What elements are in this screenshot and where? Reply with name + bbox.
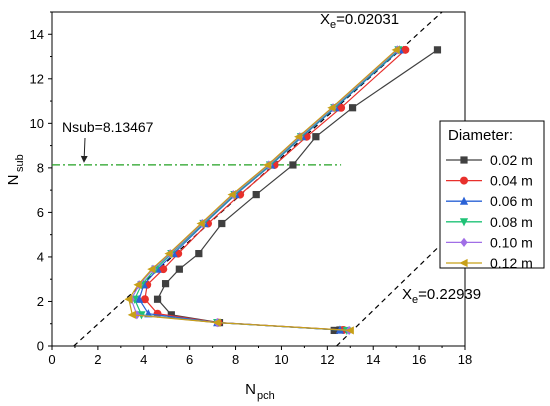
legend-marker: [459, 258, 468, 268]
nsub-arrow: [80, 137, 88, 163]
series-5: [124, 45, 400, 335]
legend-title: Diameter:: [448, 127, 513, 144]
x-tick-label: 16: [412, 352, 426, 367]
data-point: [263, 160, 272, 170]
legend: Diameter: 0.02 m 0.04 m 0.06 m 0.08 m 0.10 m…: [439, 120, 545, 271]
data-point: [133, 280, 142, 289]
y-tick-label: 10: [30, 116, 44, 131]
xe-label-top: Xe=0.02031: [320, 11, 399, 31]
data-point: [140, 295, 149, 304]
series-4: [127, 45, 401, 336]
x-tick-label: 6: [186, 352, 193, 367]
y-axis-title-main: N: [5, 175, 22, 186]
xe-label-bottom: Xe=0.22939: [402, 286, 481, 306]
legend-label: 0.06 m: [490, 193, 533, 209]
x-axis-title-sub: pch: [257, 390, 275, 402]
axes: 0 2 4 6 8 10 12 14 16 18 0 2 4 6 8 10 12 14: [30, 11, 472, 367]
svg-text:N: N: [5, 175, 22, 186]
x-tick-label: 8: [232, 352, 239, 367]
data-point: [227, 190, 236, 199]
data-point: [135, 294, 144, 303]
x-tick-label: 18: [458, 352, 472, 367]
y-tick-label: 0: [37, 339, 44, 354]
svg-text:N: N: [245, 381, 256, 398]
data-point: [161, 280, 170, 288]
x-tick-label: 10: [274, 352, 288, 367]
nsub-label: Nsub=8.13467: [62, 119, 154, 135]
legend-label: 0.10 m: [490, 234, 533, 250]
svg-text:pch: pch: [257, 390, 275, 402]
series-line: [130, 49, 398, 331]
data-point: [391, 45, 400, 54]
data-point: [127, 310, 136, 319]
data-point: [289, 161, 297, 169]
x-tick-label: 12: [320, 352, 334, 367]
legend-marker: [460, 176, 468, 185]
data-point: [327, 103, 336, 112]
data-point: [159, 265, 168, 274]
data-point: [175, 265, 183, 273]
reference-line-xe: [336, 243, 443, 346]
annotations: Xe=0.02031 Xe=0.22939 Nsub=8.13467: [62, 11, 481, 306]
data-point: [348, 104, 357, 112]
y-tick-label: 8: [37, 160, 44, 175]
legend-marker: [460, 237, 468, 247]
data-point: [312, 133, 320, 141]
data-point: [124, 295, 133, 304]
x-tick-label: 4: [140, 352, 147, 367]
y-tick-label: 12: [30, 71, 44, 86]
data-point: [252, 190, 260, 199]
data-point: [294, 132, 303, 141]
y-tick-label: 14: [30, 27, 44, 42]
x-axis-title: N pch: [245, 381, 275, 402]
legend-label: 0.08 m: [490, 214, 533, 230]
series-layer: [124, 45, 442, 336]
legend-label: 0.02 m: [490, 152, 533, 168]
data-point: [345, 326, 354, 335]
data-point: [337, 103, 346, 112]
svg-text:sub: sub: [14, 154, 26, 172]
series-line: [144, 49, 406, 331]
series-2: [135, 45, 404, 334]
data-point: [195, 249, 203, 258]
y-tick-label: 2: [37, 294, 44, 309]
y-tick-label: 6: [37, 205, 44, 220]
series-0: [153, 46, 442, 335]
series-1: [140, 45, 410, 334]
data-point: [196, 219, 205, 228]
legend-marker: [459, 218, 469, 227]
y-axis-title-sub: sub: [14, 154, 26, 172]
y-axis-title: N sub: [5, 154, 26, 185]
data-point: [218, 219, 226, 228]
legend-label: 0.12 m: [490, 255, 533, 271]
data-point: [433, 46, 442, 54]
data-point: [212, 318, 221, 327]
data-point: [147, 265, 156, 274]
x-tick-label: 0: [48, 352, 55, 367]
x-tick-label: 2: [94, 352, 101, 367]
data-point: [164, 249, 173, 258]
x-tick-label: 14: [366, 352, 380, 367]
series-line: [138, 49, 401, 331]
legend-label: 0.04 m: [490, 173, 533, 189]
data-point: [330, 326, 338, 335]
legend-marker: [459, 196, 469, 205]
y-tick-label: 4: [37, 249, 44, 264]
x-axis-title-main: N: [245, 381, 256, 398]
data-point: [167, 311, 175, 319]
legend-marker: [460, 156, 468, 164]
data-point: [401, 45, 410, 54]
data-point: [153, 295, 162, 303]
